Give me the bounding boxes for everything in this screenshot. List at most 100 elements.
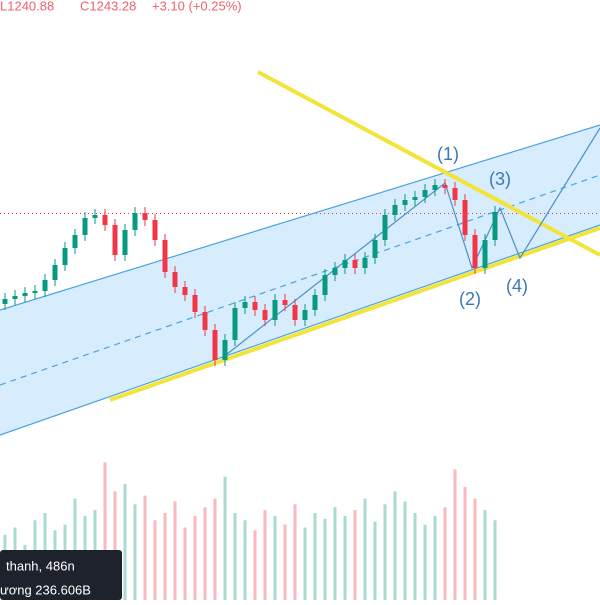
candle-body xyxy=(352,260,358,268)
wave-label: (3) xyxy=(489,169,511,189)
volume-bar xyxy=(133,504,137,600)
volume-bar xyxy=(233,513,237,600)
volume-bar xyxy=(223,476,227,600)
candle-body xyxy=(92,215,98,218)
volume-bar xyxy=(373,521,377,600)
candle-body xyxy=(362,258,368,268)
candle-body xyxy=(192,295,198,312)
volume-bar xyxy=(383,504,387,600)
volume-bar xyxy=(173,501,177,600)
wave-path xyxy=(221,127,600,359)
channel-upper xyxy=(0,124,600,311)
candle-body xyxy=(202,312,208,330)
volume-bar xyxy=(433,515,437,600)
wave-label: (4) xyxy=(506,276,528,296)
volume-bar xyxy=(443,507,447,600)
volume-bar xyxy=(483,510,487,600)
volume-bar xyxy=(313,513,317,600)
volume-bar xyxy=(213,498,217,600)
volume-bar xyxy=(183,527,187,600)
candle-body xyxy=(72,235,78,248)
wave-label: (2) xyxy=(459,289,481,309)
candle-body xyxy=(102,215,108,225)
volume-bar xyxy=(203,507,207,600)
candle-body xyxy=(432,185,438,190)
volume-bar xyxy=(273,515,277,600)
candle-body xyxy=(402,200,408,205)
candle-body xyxy=(162,240,168,272)
candle-body xyxy=(262,310,268,320)
candle-body xyxy=(312,295,318,310)
trendline xyxy=(257,70,600,257)
candle-body xyxy=(392,205,398,215)
volume-bar xyxy=(143,495,147,600)
candle-body xyxy=(212,330,218,360)
volume-bar xyxy=(453,469,457,600)
candle-body xyxy=(232,308,238,340)
candle-body xyxy=(242,302,248,308)
header-close: C1243.28 xyxy=(80,0,136,13)
candle-body xyxy=(372,240,378,258)
volume-bar xyxy=(333,507,337,600)
volume-bar xyxy=(253,530,257,600)
candle-body xyxy=(472,235,478,268)
candle-body xyxy=(22,293,28,296)
volume-bar xyxy=(73,498,77,600)
volume-bar xyxy=(363,498,367,600)
volume-bar xyxy=(163,513,167,600)
volume-bar xyxy=(323,518,327,600)
candle-body xyxy=(62,248,68,265)
candle-body xyxy=(122,230,128,255)
volume-bar xyxy=(103,462,107,600)
header-change: +3.10 (+0.25%) xyxy=(152,0,242,13)
candle-body xyxy=(12,296,18,299)
volume-bar xyxy=(393,491,397,600)
candle-body xyxy=(172,272,178,287)
volume-bar xyxy=(413,513,417,600)
candle-body xyxy=(82,218,88,235)
volume-bar xyxy=(473,498,477,600)
volume-bar xyxy=(303,527,307,600)
volume-bar xyxy=(463,486,467,600)
candle-body xyxy=(142,213,148,220)
channel-lower xyxy=(0,224,600,436)
header-low: L1240.88 xyxy=(0,0,54,13)
volume-bar xyxy=(153,520,157,600)
volume-bar xyxy=(493,520,497,600)
volume-bar xyxy=(193,515,197,600)
candle-body xyxy=(282,300,288,305)
candle-body xyxy=(272,300,278,320)
candle-body xyxy=(152,220,158,240)
candle-body xyxy=(482,240,488,268)
candle-body xyxy=(442,185,448,188)
volume-bar xyxy=(243,520,247,600)
candle-body xyxy=(2,299,8,304)
volume-bar xyxy=(423,524,427,600)
candle-body xyxy=(452,188,458,200)
volume-legend: thanh, 486n xyxy=(6,558,75,573)
candle-body xyxy=(322,275,328,295)
volume-legend-box xyxy=(0,550,122,600)
candle-body xyxy=(32,291,38,293)
candle-body xyxy=(252,302,258,310)
candle-body xyxy=(492,212,498,240)
channel-fill xyxy=(0,125,600,435)
volume-bar xyxy=(353,510,357,600)
candle-body xyxy=(182,287,188,295)
wave-label: (1) xyxy=(437,144,459,164)
candle-body xyxy=(412,197,418,200)
candle-body xyxy=(382,215,388,240)
trendline xyxy=(109,226,600,402)
candle-body xyxy=(332,268,338,275)
candle-body xyxy=(342,260,348,268)
candle-body xyxy=(52,265,58,280)
volume-bar xyxy=(123,484,127,600)
candle-body xyxy=(112,225,118,255)
candle-body xyxy=(42,280,48,291)
candle-body xyxy=(462,200,468,235)
volume-legend: ương 236.606B xyxy=(0,582,91,597)
volume-bar xyxy=(343,515,347,600)
volume-bar xyxy=(113,491,117,600)
